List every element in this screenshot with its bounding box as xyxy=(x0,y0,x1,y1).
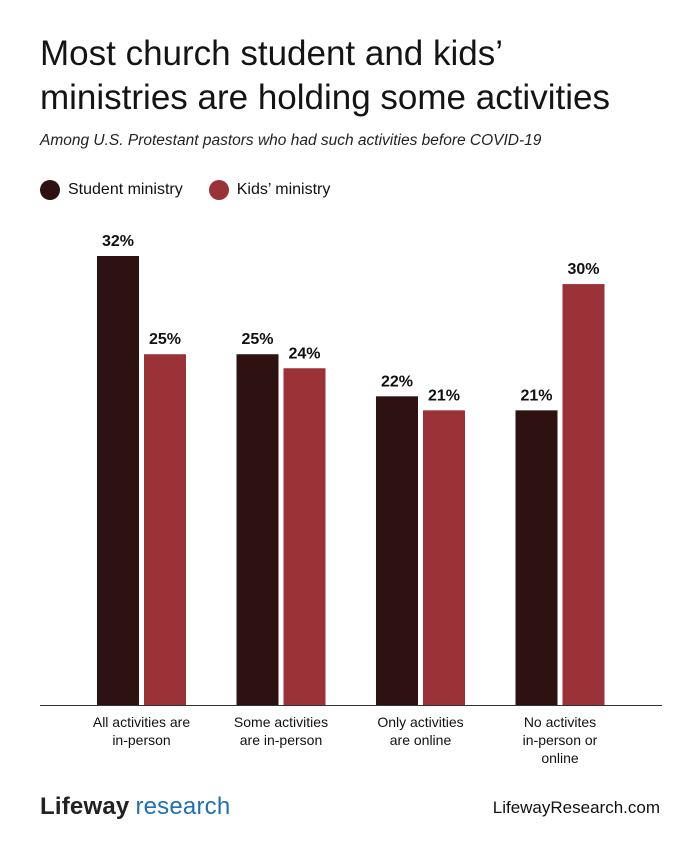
category-label-3-line-2: online xyxy=(541,750,579,766)
category-label-3-line-0: No activites xyxy=(524,714,596,730)
legend-swatch-student xyxy=(40,180,60,200)
data-label-student-1: 25% xyxy=(241,331,273,348)
brand-logo-lifeway: Lifeway xyxy=(40,793,130,820)
bar-kids-1 xyxy=(283,368,326,705)
legend-swatch-kids xyxy=(208,180,229,200)
chart-title: Most church student and kids’ ministries… xyxy=(40,32,680,120)
bar-student-0 xyxy=(97,256,139,705)
legend-item-kids: Kids’ ministry xyxy=(208,180,331,200)
data-label-student-2: 22% xyxy=(381,373,413,390)
bar-chart: 32% 25% All activities are in-person 25% 24% S… xyxy=(40,233,662,766)
category-label-0-line-1: in-person xyxy=(112,732,170,748)
category-label-3-line-1: in-person or xyxy=(523,732,598,748)
data-label-kids-3: 30% xyxy=(567,261,599,278)
brand-logo: Lifeway research xyxy=(40,793,230,821)
category-label-0-line-0: All activities are xyxy=(93,714,190,730)
bar-student-1 xyxy=(236,354,279,705)
legend-item-student: Student ministry xyxy=(40,180,183,200)
bar-kids-3 xyxy=(562,284,605,705)
legend-label-student: Student ministry xyxy=(68,181,183,198)
category-label-2-line-0: Only activities xyxy=(377,714,463,730)
data-label-kids-1: 24% xyxy=(288,345,320,362)
legend-label-kids: Kids’ ministry xyxy=(236,181,331,198)
chart-title-line-2: ministries are holding some activities xyxy=(40,78,610,117)
chart-title-line-1: Most church student and kids’ xyxy=(40,34,504,73)
bar-student-3 xyxy=(515,410,558,705)
footer-url: LifewayResearch.com xyxy=(492,798,660,817)
category-label-1-line-0: Some activities xyxy=(234,714,328,730)
chart-subtitle: Among U.S. Protestant pastors who had su… xyxy=(40,132,542,149)
data-label-student-0: 32% xyxy=(102,233,134,250)
data-label-kids-0: 25% xyxy=(149,331,181,348)
category-label-2-line-1: are online xyxy=(390,732,452,748)
bar-kids-0 xyxy=(144,354,186,705)
data-label-kids-2: 21% xyxy=(428,387,460,404)
bar-student-2 xyxy=(376,396,418,705)
category-label-1-line-1: are in-person xyxy=(240,732,323,748)
brand-logo-research: research xyxy=(135,793,231,820)
legend: Student ministry Kids’ ministry xyxy=(40,180,356,200)
data-label-student-3: 21% xyxy=(520,387,552,404)
bar-kids-2 xyxy=(423,410,465,705)
